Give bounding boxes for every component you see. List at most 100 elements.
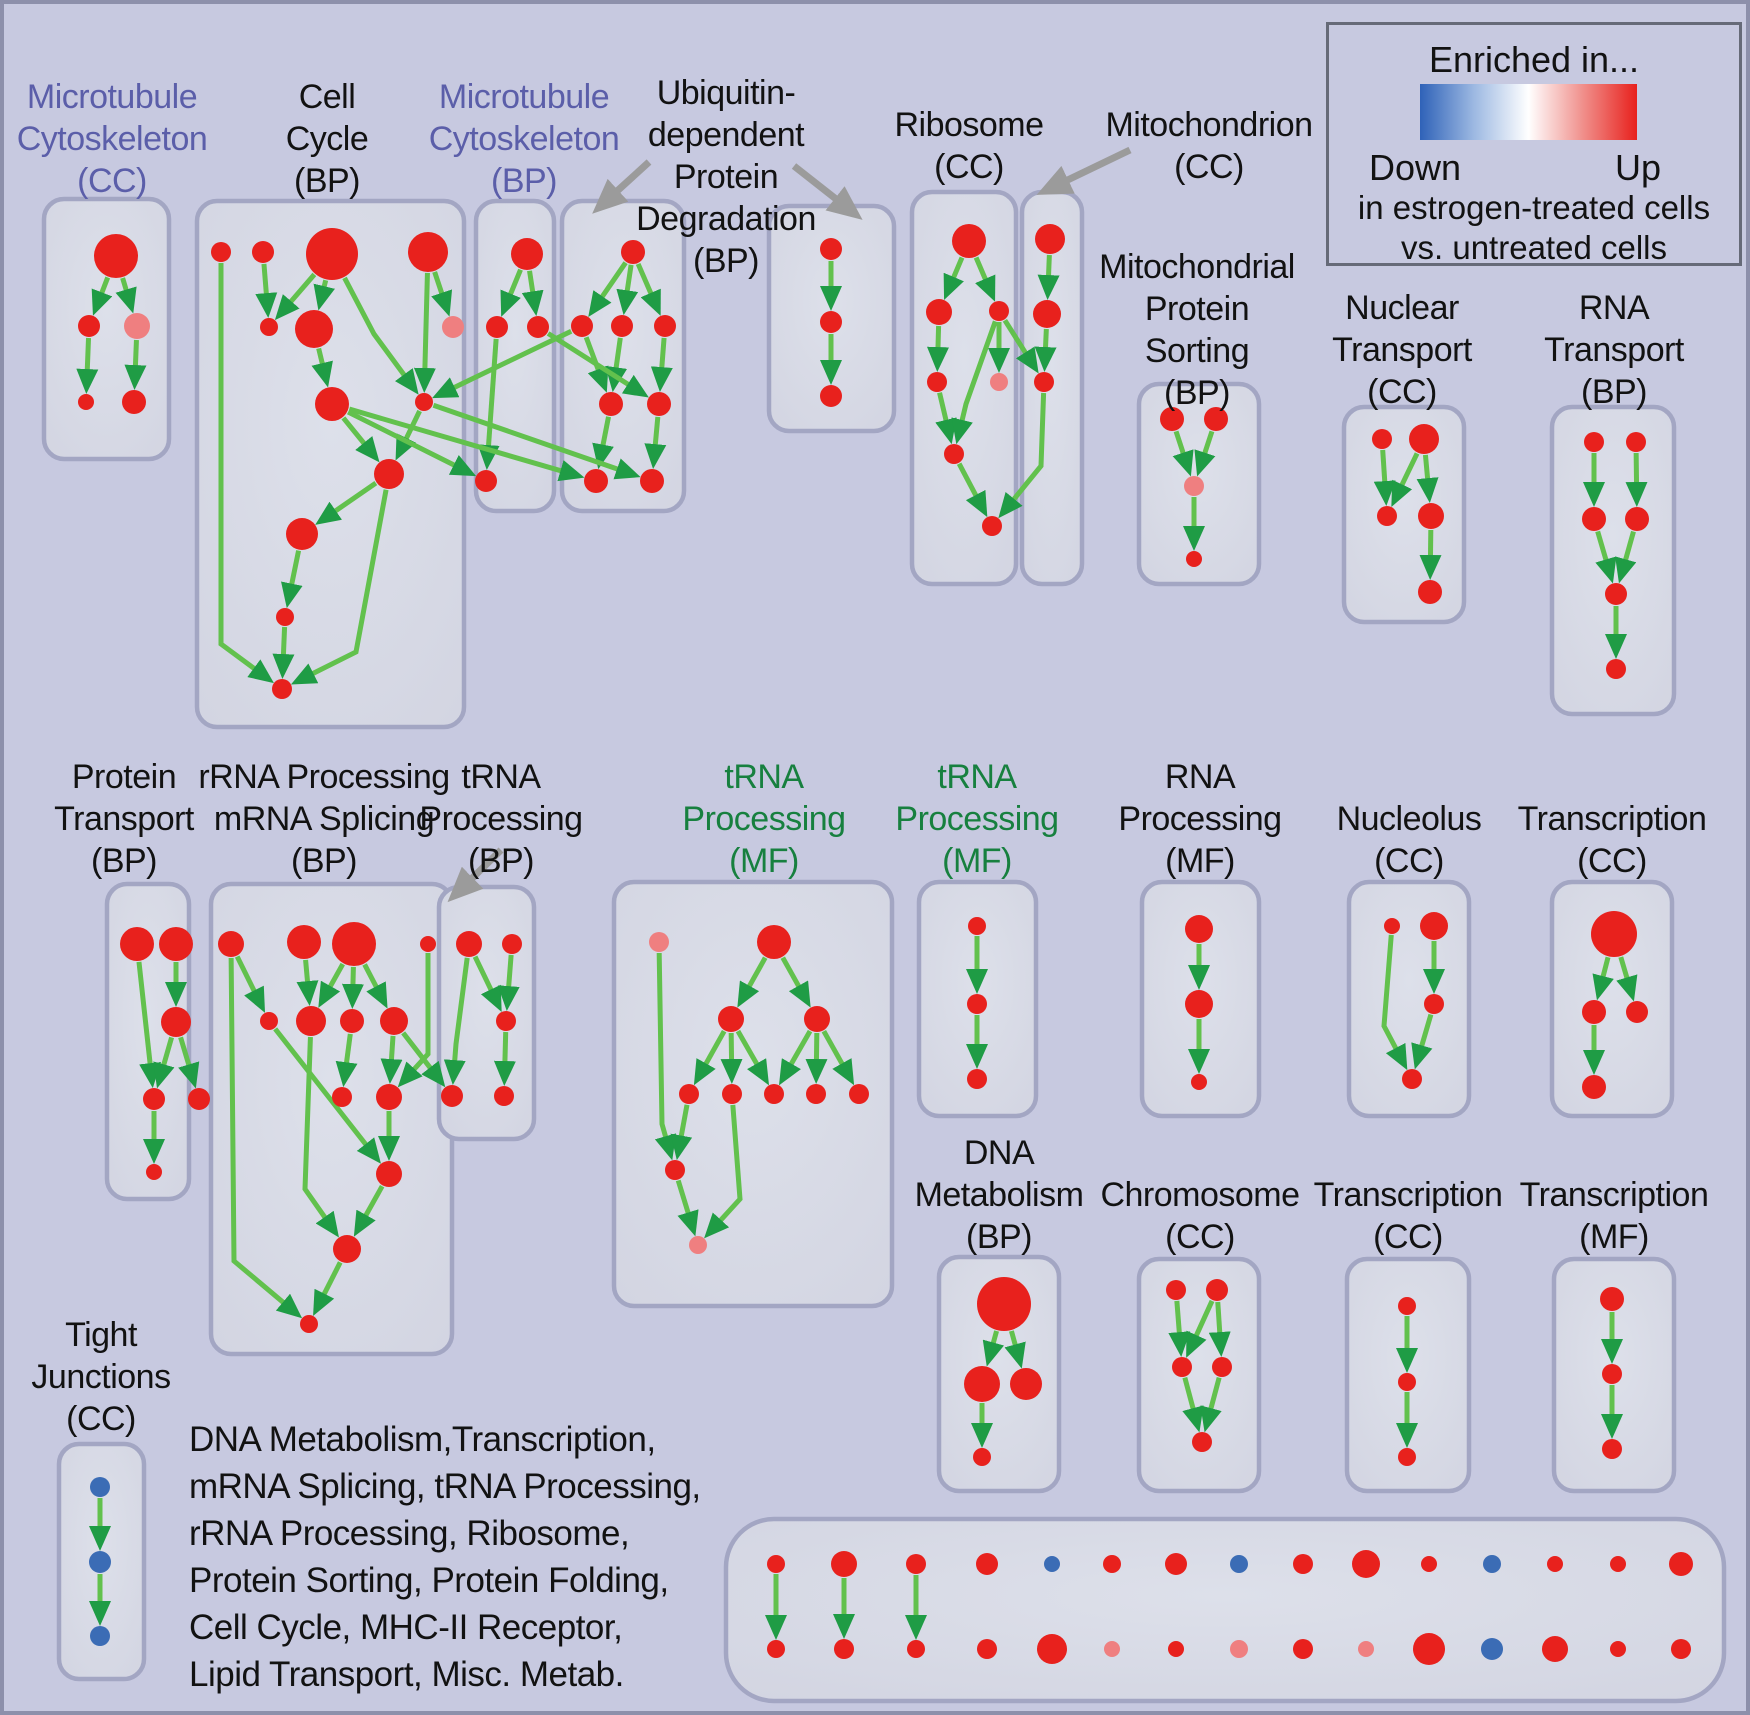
go-term-node — [584, 469, 608, 493]
go-term-node — [94, 234, 138, 278]
edge-arrow — [281, 550, 303, 609]
cluster-label-transcription-cc-bottom: Transcription (CC) — [1313, 1176, 1503, 1256]
edge-arrow — [76, 337, 99, 395]
go-term-node — [571, 315, 593, 337]
go-term-node — [820, 311, 842, 333]
go-term-node — [849, 1084, 869, 1104]
edge-arrow — [704, 1104, 743, 1239]
go-term-node — [296, 1006, 326, 1036]
edge-arrow — [178, 1036, 200, 1089]
go-term-node — [1398, 1373, 1416, 1391]
legend-subtitle-line1: in estrogen-treated cells — [1357, 189, 1711, 226]
edge-arrow — [274, 272, 317, 321]
edge-arrow — [477, 338, 500, 471]
go-term-node — [1044, 1556, 1060, 1572]
edge-arrow — [675, 1179, 699, 1237]
edge-arrow — [311, 347, 333, 388]
cluster-label-ribosome-cc: Ribosome (CC) — [894, 106, 1044, 186]
go-term-node — [964, 1366, 1000, 1402]
edge-arrow — [500, 268, 523, 317]
go-term-node — [475, 470, 497, 492]
go-term-node — [1293, 1554, 1313, 1574]
go-term-node — [211, 242, 231, 262]
go-term-node — [146, 1164, 162, 1180]
edge-arrow — [791, 163, 863, 220]
go-term-node — [441, 1085, 463, 1107]
go-term-node — [1103, 1555, 1121, 1573]
edge-arrow — [670, 1104, 693, 1161]
go-term-node — [640, 469, 664, 493]
go-term-node — [820, 385, 842, 407]
go-term-node — [376, 1084, 402, 1110]
go-term-node — [295, 310, 333, 348]
edge-arrow — [1002, 318, 1039, 374]
edge-arrow — [927, 325, 949, 373]
go-term-node — [1160, 407, 1184, 431]
edge-arrow — [447, 847, 504, 903]
go-term-node — [1293, 1639, 1313, 1659]
go-term-node — [1418, 580, 1442, 604]
go-term-node — [1010, 1368, 1042, 1400]
go-term-node — [332, 1087, 352, 1107]
edge-arrow — [616, 264, 639, 316]
edge-arrow — [998, 392, 1047, 519]
go-term-node — [90, 1477, 110, 1497]
edge-arrow — [1194, 430, 1216, 477]
go-term-nodes — [78, 224, 1693, 1665]
go-term-node — [1230, 1555, 1248, 1573]
go-term-node — [1034, 372, 1054, 392]
go-term-node — [527, 316, 549, 338]
edge-arrow — [1168, 1300, 1191, 1358]
cluster-label-ubiquitin-dependent-protein-degradation-bp: Ubiquitin- dependent Protein Degradation… — [636, 74, 816, 280]
cluster-label-dna-metabolism-bp: DNA Metabolism (BP) — [914, 1134, 1084, 1256]
go-term-node — [300, 1315, 318, 1333]
edge-arrow — [1411, 1013, 1434, 1070]
edge-arrow — [644, 416, 667, 470]
edge-arrow — [654, 952, 677, 1161]
go-term-node — [977, 1639, 997, 1659]
go-term-node — [1418, 503, 1444, 529]
edge-arrow — [432, 402, 641, 480]
legend-title: Enriched in... — [1428, 39, 1640, 80]
go-term-node — [1582, 1075, 1606, 1099]
edge-arrow — [342, 276, 419, 395]
go-term-node — [722, 1084, 742, 1104]
edge-arrow — [635, 262, 661, 316]
go-term-node — [967, 994, 987, 1014]
edge-arrow — [234, 955, 266, 1013]
go-term-node — [906, 1554, 926, 1574]
edge-arrow — [1200, 1376, 1222, 1433]
cluster-label-tight-junctions-cc: Tight Junctions (CC) — [31, 1316, 171, 1438]
go-term-node — [927, 372, 947, 392]
go-term-node — [1591, 911, 1637, 957]
edge-arrow — [592, 416, 614, 470]
go-term-node — [1402, 1069, 1422, 1089]
edge-arrow — [935, 392, 957, 445]
edge-arrow — [1373, 449, 1396, 507]
go-term-node — [718, 1006, 744, 1032]
go-term-node — [218, 931, 244, 957]
go-term-node — [1606, 659, 1626, 679]
cluster-label-mitochondrial-protein-sorting-bp: Mitochondrial Protein Sorting (BP) — [1099, 248, 1295, 412]
go-term-node — [1352, 1550, 1380, 1578]
edge-arrow — [296, 959, 319, 1007]
edge-arrow — [1391, 452, 1420, 507]
go-term-node — [1398, 1297, 1416, 1315]
go-term-node — [1168, 1641, 1184, 1657]
go-term-node — [1421, 1556, 1437, 1572]
go-term-node — [1605, 583, 1627, 605]
edge-arrow — [521, 270, 544, 317]
edge-arrow — [397, 953, 431, 1088]
go-term-node — [1424, 994, 1444, 1014]
edge-arrow — [401, 1031, 446, 1088]
go-term-node — [78, 315, 100, 337]
go-term-node — [649, 932, 669, 952]
go-term-node — [143, 1088, 165, 1110]
go-term-node — [90, 1626, 110, 1646]
go-term-node — [122, 390, 146, 414]
edge-arrow — [335, 1033, 358, 1088]
go-term-node — [1413, 1633, 1445, 1665]
edge-arrow — [218, 263, 274, 684]
go-term-node — [1165, 1553, 1187, 1575]
go-term-node — [1372, 429, 1392, 449]
